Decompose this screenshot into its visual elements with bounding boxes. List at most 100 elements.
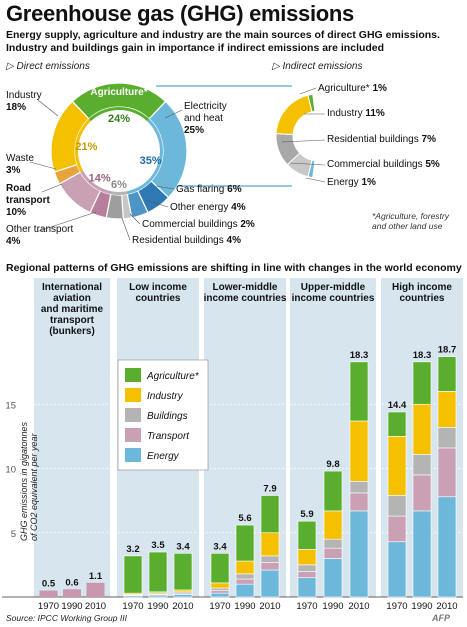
label-indirect-industry-name: Industry (327, 108, 363, 119)
bar-2-1-energy (235, 583, 255, 598)
total-label-1-2: 3.4 (176, 541, 190, 552)
bar-4-0-industry (387, 436, 407, 496)
label-indirect-energy-name: Energy (327, 177, 359, 188)
direct-emissions-heading: ▷ Direct emissions (6, 61, 90, 72)
panel-title-0-1: aviation (53, 293, 91, 304)
leader-residential (121, 217, 131, 241)
bar-0-1-transport (63, 589, 81, 597)
direct-heading-text: Direct emissions (16, 61, 90, 72)
bar-3-1-agriculture (323, 470, 343, 512)
panel-title-0-0: International (42, 282, 102, 293)
bar-2-2-transport (260, 562, 280, 571)
group-ring-3 (80, 170, 112, 195)
leader-other-energy (145, 199, 169, 208)
legend-label-1: Industry (147, 391, 184, 402)
legend-swatch-0 (125, 368, 141, 382)
bar-4-1-agriculture (412, 361, 432, 405)
total-label-3-2: 18.3 (350, 350, 369, 361)
direct-slice-9 (50, 100, 90, 173)
panel-bg-0 (34, 278, 110, 597)
label-indirect-industry: Industry 11% (327, 108, 385, 120)
bar-0-2-transport (86, 582, 105, 597)
label-electricity-name2: and heat (184, 113, 223, 124)
bar-2-0-agriculture (210, 553, 230, 584)
total-label-0-1: 0.6 (65, 577, 78, 588)
bar-3-1-transport (323, 547, 343, 559)
bar-4-0-agriculture (387, 411, 407, 437)
leader-other-transport (35, 211, 97, 233)
indirect-slice-1 (275, 94, 313, 136)
bar-2-0-buildings (210, 587, 230, 591)
label-indirect-energy-pct: 1% (361, 177, 376, 188)
ytick-5: 5 (11, 529, 16, 540)
group-ring-0 (88, 106, 150, 122)
legend-swatch-1 (125, 388, 141, 402)
label-electricity-name: Electricity (184, 101, 227, 112)
leader-road (41, 183, 63, 193)
panel-title-1-0: Low income (129, 282, 187, 293)
bar-2-2-agriculture (260, 495, 280, 534)
bar-3-1-industry (323, 510, 343, 540)
bar-3-2-transport (349, 492, 369, 512)
label-indirect-energy: Energy 1% (327, 177, 376, 189)
afp-logo: AFP (432, 613, 450, 623)
source-note: Source: IPCC Working Group III (6, 613, 127, 623)
panel-title-1-1: countries (135, 293, 180, 304)
bar-3-1-energy (323, 558, 343, 598)
label-other-transport-name: Other transport (6, 224, 74, 235)
indirect-emissions-heading: ▷ Indirect emissions (272, 61, 363, 72)
label-indirect-commercial-name: Commercial buildings (327, 159, 423, 170)
label-other-energy: Other energy 4% (170, 202, 246, 214)
label-commercial: Commercial buildings 2% (142, 219, 255, 231)
legend-label-0: Agriculture* (146, 371, 200, 382)
total-label-4-2: 18.7 (438, 345, 457, 356)
bar-4-1-transport (412, 474, 432, 512)
year-label-4-2: 2010 (436, 601, 457, 612)
leader-gas-flaring (155, 185, 175, 190)
label-road-name: Road (6, 183, 31, 194)
page-title: Greenhouse gas (GHG) emissions (6, 1, 354, 26)
bar-4-0-energy (387, 541, 407, 598)
year-label-2-2: 2010 (259, 601, 280, 612)
year-label-1-1: 1990 (147, 601, 168, 612)
bar-3-0-transport (297, 570, 317, 579)
year-label-0-0: 1970 (38, 601, 59, 612)
legend-label-4: Energy (147, 451, 180, 462)
bar-4-2-agriculture (437, 356, 457, 392)
bar-1-2-agriculture (173, 553, 193, 591)
year-label-4-0: 1970 (386, 601, 407, 612)
year-label-3-1: 1990 (322, 601, 343, 612)
bar-3-0-agriculture (297, 520, 317, 550)
panel-title-4-1: countries (399, 293, 444, 304)
panel-title-2-0: Lower-middle (212, 282, 277, 293)
section-title: Regional patterns of GHG emissions are s… (6, 262, 462, 274)
group-pct-4: 21% (75, 141, 97, 153)
group-ring-2 (110, 191, 128, 195)
year-label-2-1: 1990 (234, 601, 255, 612)
leader-commercial (129, 213, 141, 225)
label-gas-flaring-name: Gas flaring (176, 184, 225, 195)
bar-0-0-transport (39, 590, 58, 597)
label-other-transport: Other transport 4% (6, 224, 73, 248)
bar-4-0-transport (387, 515, 407, 543)
legend-label-2: Buildings (147, 411, 188, 422)
bar-2-0-transport (210, 590, 230, 594)
bar-3-0-buildings (297, 564, 317, 572)
label-road-transport: Road transport 10% (6, 183, 50, 219)
label-indirect-residential-name: Residential buildings (327, 134, 419, 145)
indirect-slice-0 (307, 93, 316, 113)
bar-1-0-agriculture (123, 555, 143, 594)
bar-3-0-energy (297, 577, 317, 598)
label-other-energy-name: Other energy (170, 202, 229, 213)
bar-2-2-energy (260, 569, 280, 598)
legend-swatch-2 (125, 408, 141, 422)
label-residential: Residential buildings 4% (132, 235, 241, 247)
total-label-0-0: 0.5 (42, 579, 56, 590)
label-residential-pct: 4% (226, 235, 241, 246)
bar-4-1-buildings (412, 454, 432, 476)
label-indirect-industry-pct: 11% (365, 108, 385, 119)
label-indirect-residential-pct: 7% (421, 134, 436, 145)
year-label-3-2: 2010 (348, 601, 369, 612)
leader-electricity (164, 109, 183, 119)
